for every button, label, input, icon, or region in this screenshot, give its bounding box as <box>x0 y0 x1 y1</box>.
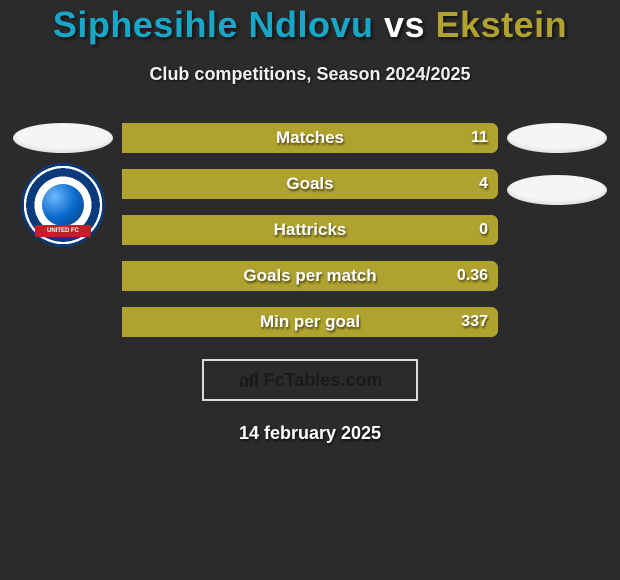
left-player-col: UNITED FC <box>8 123 118 247</box>
date-text: 14 february 2025 <box>0 423 620 444</box>
title-player1: Siphesihle Ndlovu <box>53 4 374 45</box>
stats-column: Matches 11 Goals 4 Hattricks 0 Goals per match… <box>118 123 502 337</box>
stat-bar: Hattricks 0 <box>122 215 498 245</box>
stat-label: Min per goal <box>260 312 360 332</box>
club-badge-center <box>42 184 84 226</box>
stat-label: Hattricks <box>274 220 347 240</box>
brand-text: FcTables.com <box>264 370 383 391</box>
stat-value-right: 11 <box>471 129 488 147</box>
stat-value-right: 0 <box>479 221 488 239</box>
right-player-col <box>502 123 612 205</box>
stat-value-right: 0.36 <box>457 267 488 285</box>
right-player-photo-placeholder <box>507 123 607 153</box>
subtitle: Club competitions, Season 2024/2025 <box>0 64 620 85</box>
stat-label: Matches <box>276 128 344 148</box>
stat-bar: Goals 4 <box>122 169 498 199</box>
brand-chart-icon <box>238 371 260 389</box>
club-badge-ribbon: UNITED FC <box>35 225 91 237</box>
left-club-badge: UNITED FC <box>21 163 105 247</box>
stat-label: Goals per match <box>243 266 376 286</box>
stat-label: Goals <box>286 174 333 194</box>
page-title: Siphesihle Ndlovu vs Ekstein <box>0 0 620 46</box>
right-club-badge-placeholder <box>507 175 607 205</box>
stat-value-right: 4 <box>479 175 488 193</box>
stat-bar: Matches 11 <box>122 123 498 153</box>
content-row: UNITED FC Matches 11 Goals 4 Hattricks 0 Goals… <box>0 123 620 337</box>
stat-bar: Min per goal 337 <box>122 307 498 337</box>
comparison-card: Siphesihle Ndlovu vs Ekstein Club compet… <box>0 0 620 444</box>
title-vs: vs <box>384 4 425 45</box>
stat-bar: Goals per match 0.36 <box>122 261 498 291</box>
brand-box[interactable]: FcTables.com <box>202 359 418 401</box>
title-player2: Ekstein <box>436 4 568 45</box>
left-player-photo-placeholder <box>13 123 113 153</box>
stat-value-right: 337 <box>461 313 488 331</box>
